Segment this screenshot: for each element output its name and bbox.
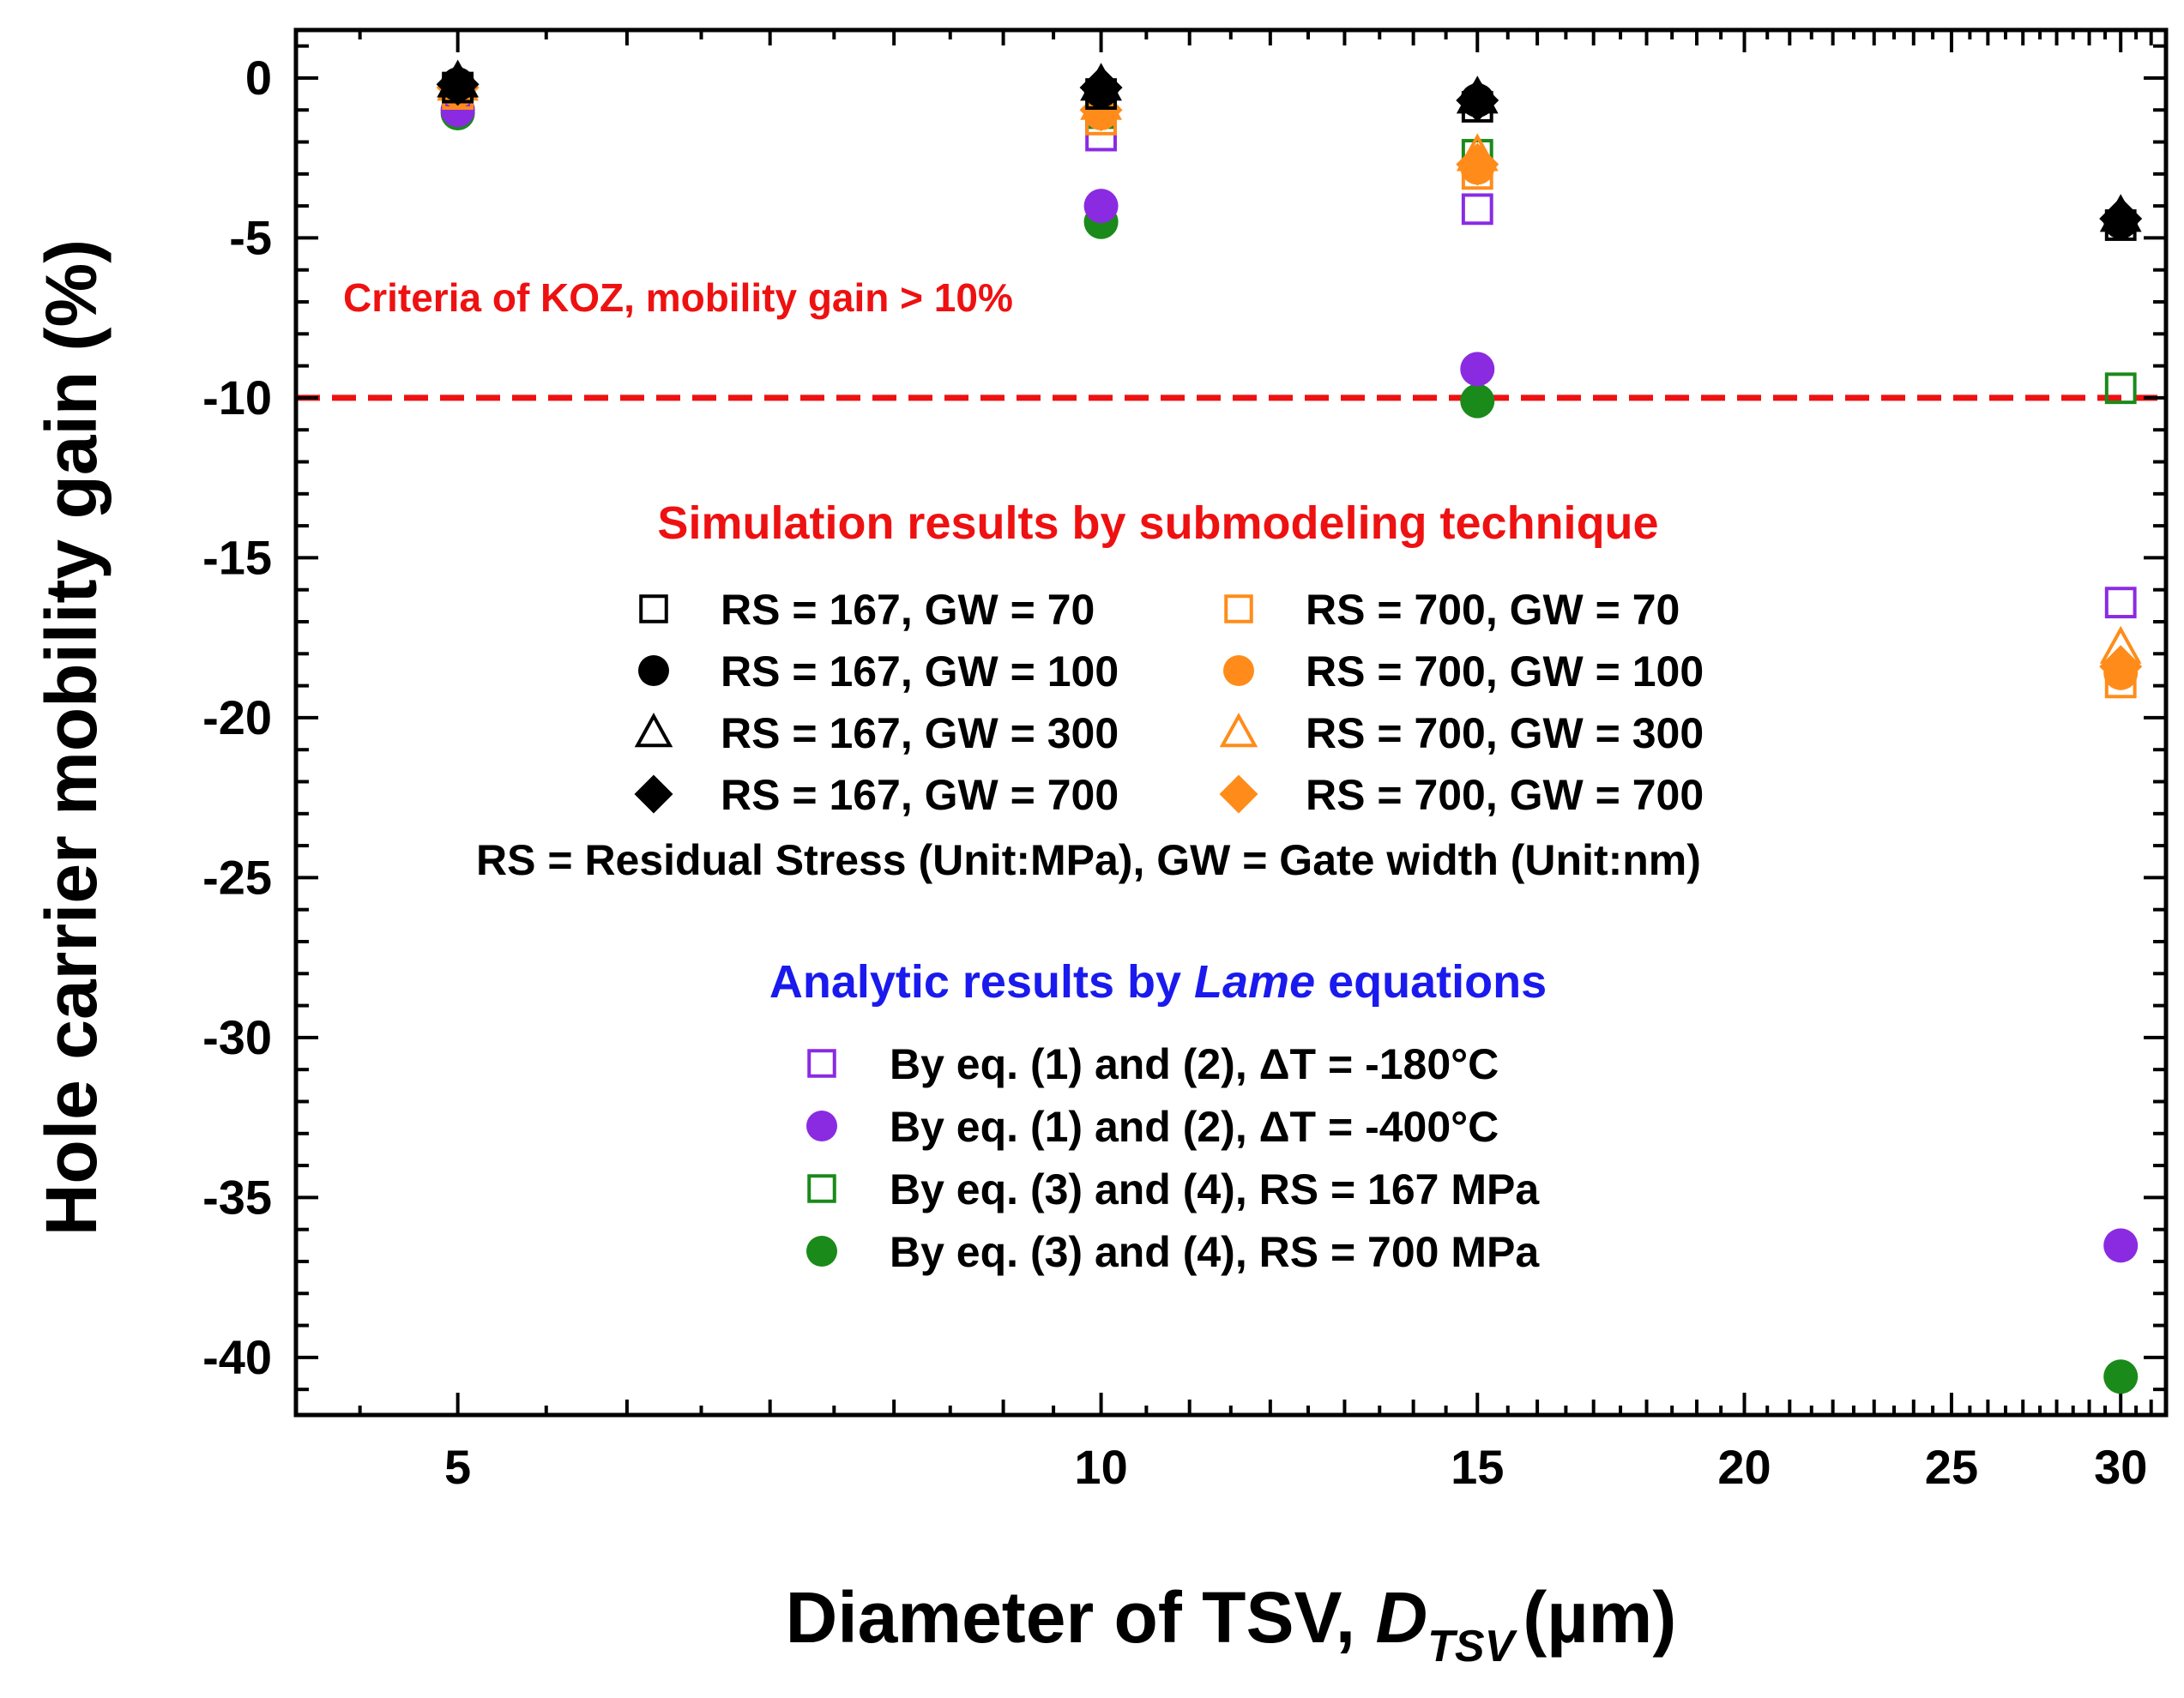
x-tick-label: 20 — [1717, 1440, 1771, 1494]
legend-marker — [634, 712, 673, 748]
x-axis-title-subscript: TSV — [1427, 1622, 1517, 1671]
data-point — [1456, 142, 1499, 186]
legend-marker — [1219, 774, 1258, 814]
legend-label: RS = 167, GW = 700 — [721, 771, 1119, 819]
y-tick-label: -5 — [229, 210, 272, 264]
data-point — [1460, 383, 1495, 418]
legend-marker — [1224, 594, 1253, 623]
legend-simulation-title: Simulation results by submodeling techni… — [657, 497, 1658, 549]
data-point — [1456, 79, 1499, 123]
axis-tick-labels: 0 -5 -10 -15 -20 -25 -30 -35 -40 5 10 15 20 25 30 — [202, 51, 2147, 1494]
x-tick-label: 25 — [1925, 1440, 1978, 1494]
y-tick-label: -20 — [202, 690, 272, 744]
legend-marker — [1219, 712, 1258, 748]
legend-label: By eq. (1) and (2), ΔT = -180°C — [890, 1040, 1499, 1088]
legend-note: RS = Residual Stress (Unit:MPa), GW = Ga… — [476, 836, 1701, 884]
legend-label: By eq. (1) and (2), ΔT = -400°C — [890, 1103, 1499, 1151]
data-point — [2099, 197, 2143, 241]
y-tick-label: -35 — [202, 1170, 272, 1224]
legend-label: RS = 167, GW = 70 — [721, 586, 1095, 634]
legend-label: RS = 700, GW = 70 — [1306, 586, 1680, 634]
data-point — [2099, 645, 2143, 689]
legend-marker — [807, 1174, 836, 1203]
data-point — [1079, 66, 1123, 110]
legend-label: RS = 167, GW = 100 — [721, 647, 1119, 695]
x-axis-title-unit: (µm) — [1523, 1577, 1676, 1658]
data-point — [2104, 587, 2137, 619]
legend-marker — [639, 594, 668, 623]
legend-marker — [806, 1111, 837, 1141]
legend-analytic-title-pre: Analytic results by — [769, 956, 1194, 1008]
data-point — [1460, 352, 1495, 387]
data-points — [436, 59, 2143, 1394]
data-point — [1083, 189, 1119, 224]
legend-analytic-title-em: Lame — [1194, 956, 1315, 1008]
legend-analytic-entries: By eq. (1) and (2), ΔT = -180°C By eq. (1… — [806, 1040, 1540, 1276]
x-tick-label: 30 — [2094, 1440, 2147, 1494]
legend-marker — [1223, 655, 1254, 686]
legend-label: By eq. (3) and (4), RS = 700 MPa — [890, 1228, 1540, 1276]
y-tick-label: -10 — [202, 370, 272, 424]
legend-label: By eq. (3) and (4), RS = 167 MPa — [890, 1165, 1540, 1213]
y-axis-title: Hole carrier mobility gain (%) — [31, 239, 112, 1236]
x-tick-label: 10 — [1074, 1440, 1127, 1494]
plot-frame — [293, 27, 2169, 1418]
legend: Simulation results by submodeling techni… — [476, 497, 1704, 1276]
legend-marker — [638, 655, 669, 686]
legend-analytic-title: Analytic results by Lame equations — [769, 956, 1547, 1008]
y-tick-label: -25 — [202, 850, 272, 904]
data-point — [2104, 372, 2137, 405]
legend-label: RS = 700, GW = 700 — [1306, 771, 1704, 819]
data-point — [2103, 1359, 2139, 1394]
y-tick-label: -15 — [202, 530, 272, 584]
legend-label: RS = 700, GW = 100 — [1306, 647, 1704, 695]
legend-marker — [634, 774, 673, 814]
data-point — [2103, 1228, 2139, 1263]
legend-label: RS = 167, GW = 300 — [721, 709, 1119, 757]
legend-analytic-title-post: equations — [1315, 956, 1547, 1008]
x-tick-label: 15 — [1451, 1440, 1504, 1494]
y-tick-label: -40 — [202, 1330, 272, 1384]
x-axis-title-text: Diameter of TSV, — [786, 1577, 1376, 1658]
data-point — [436, 63, 480, 106]
legend-label: RS = 700, GW = 300 — [1306, 709, 1704, 757]
legend-marker — [806, 1236, 837, 1267]
x-axis-title: Diameter of TSV, DTSV (µm) — [786, 1577, 1677, 1671]
data-point — [1461, 193, 1493, 226]
legend-marker — [807, 1049, 836, 1078]
legend-simulation-entries: RS = 167, GW = 70 RS = 167, GW = 100 RS = … — [634, 586, 1704, 819]
axis-ticks — [296, 30, 2166, 1415]
x-axis-title-symbol: D — [1375, 1577, 1427, 1658]
x-tick-label: 5 — [444, 1440, 471, 1494]
y-tick-label: -30 — [202, 1010, 272, 1064]
threshold-label: Criteria of KOZ, mobility gain > 10% — [343, 275, 1013, 320]
y-tick-label: 0 — [245, 51, 272, 105]
